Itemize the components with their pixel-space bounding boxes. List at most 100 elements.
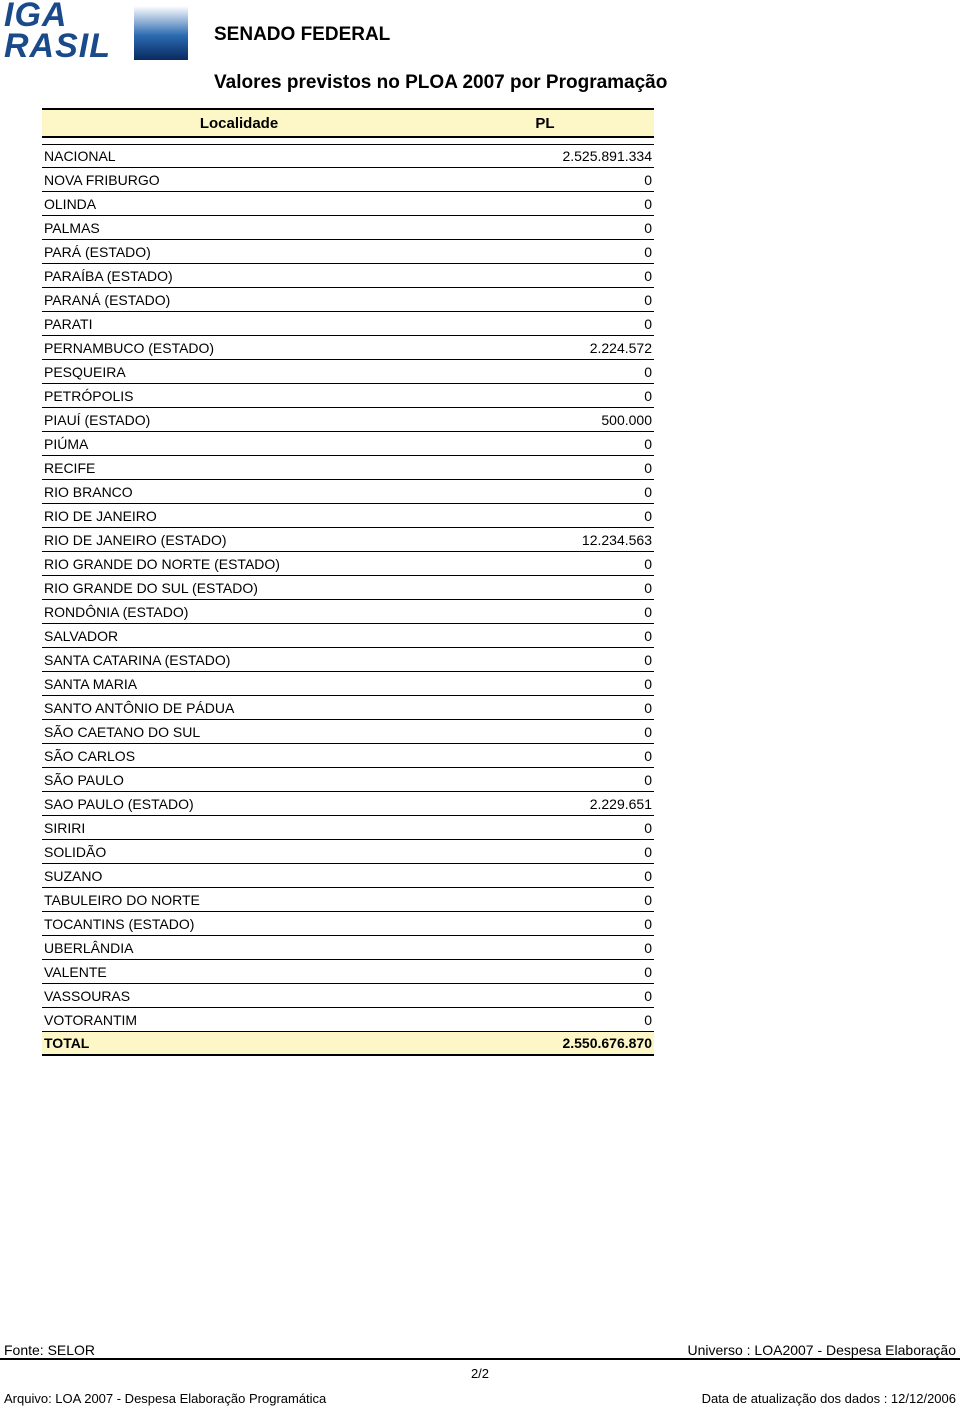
cell-pl: 2.229.651 xyxy=(436,796,654,812)
cell-localidade: VASSOURAS xyxy=(42,988,436,1004)
cell-pl: 0 xyxy=(436,220,654,236)
org-title: SENADO FEDERAL xyxy=(214,24,960,46)
table-row: UBERLÂNDIA0 xyxy=(42,936,654,960)
cell-pl: 12.234.563 xyxy=(436,532,654,548)
cell-pl: 0 xyxy=(436,916,654,932)
cell-pl: 0 xyxy=(436,892,654,908)
cell-localidade: OLINDA xyxy=(42,196,436,212)
table-row: OLINDA0 xyxy=(42,192,654,216)
footer-data: Data de atualização dos dados : 12/12/20… xyxy=(702,1391,956,1406)
cell-pl: 0 xyxy=(436,988,654,1004)
footer-universo: Universo : LOA2007 - Despesa Elaboração xyxy=(688,1342,956,1358)
cell-localidade: PIÚMA xyxy=(42,436,436,452)
total-label: TOTAL xyxy=(42,1035,436,1051)
table-row: RONDÔNIA (ESTADO)0 xyxy=(42,600,654,624)
cell-localidade: TOCANTINS (ESTADO) xyxy=(42,916,436,932)
cell-localidade: SANTA CATARINA (ESTADO) xyxy=(42,652,436,668)
table-row: NOVA FRIBURGO0 xyxy=(42,168,654,192)
page-footer: Fonte: SELOR Universo : LOA2007 - Despes… xyxy=(0,1336,960,1412)
cell-localidade: SOLIDÃO xyxy=(42,844,436,860)
cell-localidade: PALMAS xyxy=(42,220,436,236)
cell-localidade: SUZANO xyxy=(42,868,436,884)
table-row: SÃO PAULO0 xyxy=(42,768,654,792)
table-row: RECIFE0 xyxy=(42,456,654,480)
footer-top-row: Fonte: SELOR Universo : LOA2007 - Despes… xyxy=(0,1336,960,1360)
cell-pl: 0 xyxy=(436,268,654,284)
cell-pl: 500.000 xyxy=(436,412,654,428)
cell-pl: 0 xyxy=(436,604,654,620)
table-row: RIO DE JANEIRO0 xyxy=(42,504,654,528)
table-row: SALVADOR0 xyxy=(42,624,654,648)
table-row: PARANÁ (ESTADO)0 xyxy=(42,288,654,312)
cell-pl: 0 xyxy=(436,724,654,740)
cell-pl: 0 xyxy=(436,556,654,572)
column-header-localidade: Localidade xyxy=(42,115,436,132)
cell-localidade: NACIONAL xyxy=(42,148,436,164)
cell-pl: 0 xyxy=(436,772,654,788)
cell-localidade: RECIFE xyxy=(42,460,436,476)
table-row: SÃO CARLOS0 xyxy=(42,744,654,768)
table-row: SAO PAULO (ESTADO)2.229.651 xyxy=(42,792,654,816)
report-title: Valores previstos no PLOA 2007 por Progr… xyxy=(214,72,960,94)
cell-localidade: TABULEIRO DO NORTE xyxy=(42,892,436,908)
cell-localidade: RIO BRANCO xyxy=(42,484,436,500)
cell-pl: 0 xyxy=(436,940,654,956)
table-row: PERNAMBUCO (ESTADO)2.224.572 xyxy=(42,336,654,360)
cell-pl: 2.224.572 xyxy=(436,340,654,356)
footer-page-number: 2/2 xyxy=(0,1360,960,1391)
table-row: PARAÍBA (ESTADO)0 xyxy=(42,264,654,288)
table-row: TABULEIRO DO NORTE0 xyxy=(42,888,654,912)
table-header-row: Localidade PL xyxy=(42,108,654,138)
table-row: SOLIDÃO0 xyxy=(42,840,654,864)
cell-pl: 0 xyxy=(436,748,654,764)
cell-pl: 0 xyxy=(436,700,654,716)
cell-pl: 0 xyxy=(436,1012,654,1028)
footer-arquivo: Arquivo: LOA 2007 - Despesa Elaboração P… xyxy=(4,1391,326,1406)
page: IGA RASIL SENADO FEDERAL Valores previst… xyxy=(0,0,960,1412)
cell-pl: 0 xyxy=(436,316,654,332)
cell-localidade: VOTORANTIM xyxy=(42,1012,436,1028)
cell-localidade: SÃO CAETANO DO SUL xyxy=(42,724,436,740)
cell-pl: 0 xyxy=(436,868,654,884)
cell-pl: 0 xyxy=(436,508,654,524)
cell-localidade: SANTA MARIA xyxy=(42,676,436,692)
cell-pl: 0 xyxy=(436,436,654,452)
table-row: TOCANTINS (ESTADO)0 xyxy=(42,912,654,936)
table-row: RIO GRANDE DO SUL (ESTADO)0 xyxy=(42,576,654,600)
table-body: NACIONAL2.525.891.334NOVA FRIBURGO0OLIND… xyxy=(42,144,654,1032)
cell-pl: 0 xyxy=(436,364,654,380)
cell-localidade: SIRIRI xyxy=(42,820,436,836)
table-row: PESQUEIRA0 xyxy=(42,360,654,384)
cell-pl: 0 xyxy=(436,844,654,860)
cell-localidade: RONDÔNIA (ESTADO) xyxy=(42,604,436,620)
cell-localidade: SÃO CARLOS xyxy=(42,748,436,764)
cell-localidade: SAO PAULO (ESTADO) xyxy=(42,796,436,812)
table-row: PIÚMA0 xyxy=(42,432,654,456)
table-row: PALMAS0 xyxy=(42,216,654,240)
table-row: VOTORANTIM0 xyxy=(42,1008,654,1032)
cell-pl: 0 xyxy=(436,652,654,668)
cell-localidade: SANTO ANTÔNIO DE PÁDUA xyxy=(42,700,436,716)
table-row: SUZANO0 xyxy=(42,864,654,888)
cell-localidade: PARAÍBA (ESTADO) xyxy=(42,268,436,284)
cell-localidade: RIO DE JANEIRO xyxy=(42,508,436,524)
cell-pl: 0 xyxy=(436,172,654,188)
cell-pl: 0 xyxy=(436,580,654,596)
table-row: SÃO CAETANO DO SUL0 xyxy=(42,720,654,744)
cell-localidade: RIO GRANDE DO SUL (ESTADO) xyxy=(42,580,436,596)
cell-pl: 0 xyxy=(436,484,654,500)
table-row: SANTA MARIA0 xyxy=(42,672,654,696)
report-table: Localidade PL NACIONAL2.525.891.334NOVA … xyxy=(42,108,654,1056)
footer-bottom-row: Arquivo: LOA 2007 - Despesa Elaboração P… xyxy=(0,1391,960,1412)
table-row: PETRÓPOLIS0 xyxy=(42,384,654,408)
cell-localidade: PARANÁ (ESTADO) xyxy=(42,292,436,308)
table-row: SIRIRI0 xyxy=(42,816,654,840)
table-row: RIO BRANCO0 xyxy=(42,480,654,504)
logo-gradient-square xyxy=(134,6,188,60)
table-total-row: TOTAL 2.550.676.870 xyxy=(42,1032,654,1056)
cell-pl: 0 xyxy=(436,460,654,476)
cell-localidade: PARATI xyxy=(42,316,436,332)
table-row: VASSOURAS0 xyxy=(42,984,654,1008)
cell-pl: 0 xyxy=(436,820,654,836)
table-row: SANTO ANTÔNIO DE PÁDUA0 xyxy=(42,696,654,720)
